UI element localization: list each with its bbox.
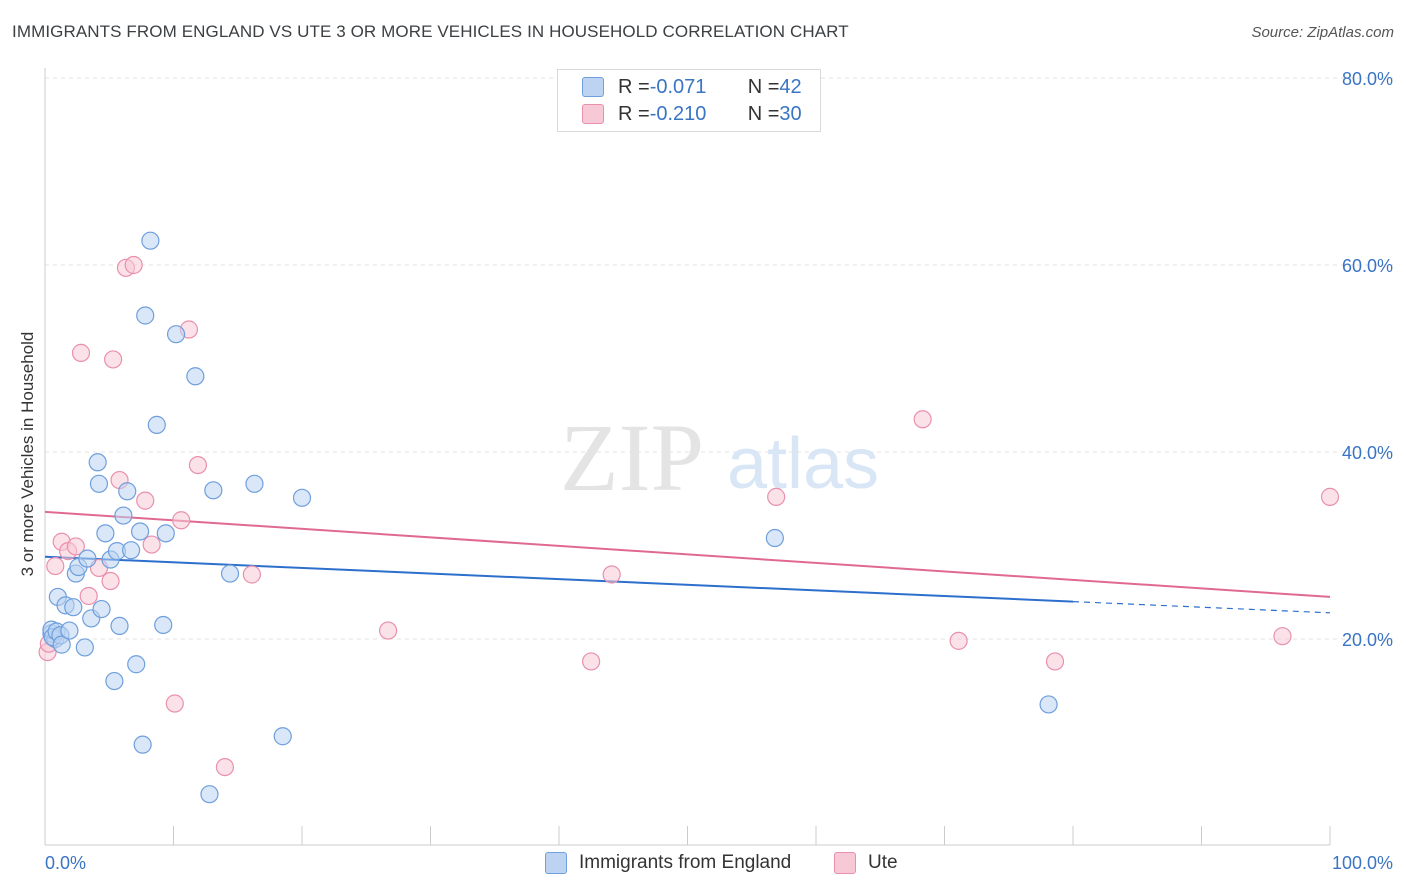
- bottom-legend-swatch-blue: [545, 852, 567, 874]
- legend-r-label: R =: [618, 102, 650, 125]
- point-immigrants: [136, 306, 155, 325]
- point-immigrants: [133, 735, 152, 754]
- bottom-legend-ute[interactable]: Ute: [834, 852, 898, 874]
- point-immigrants: [121, 541, 141, 560]
- correlation-legend: R = -0.071 N = 42 R = -0.210 N = 30: [557, 69, 821, 132]
- point-immigrants: [186, 367, 205, 386]
- point-ute: [71, 343, 91, 362]
- point-immigrants: [245, 474, 264, 493]
- point-immigrants: [1039, 695, 1058, 714]
- chart-title: IMMIGRANTS FROM ENGLAND VS UTE 3 OR MORE…: [12, 22, 849, 41]
- point-immigrants: [110, 616, 129, 636]
- x-tick-label: 100.0%: [1332, 853, 1393, 873]
- point-immigrants: [127, 655, 146, 674]
- bottom-legend-immigrants[interactable]: Immigrants from England: [545, 852, 791, 874]
- legend-swatch-blue: [582, 77, 604, 97]
- legend-r-value: -0.210: [649, 102, 707, 125]
- point-ute: [913, 410, 932, 429]
- point-ute: [101, 571, 120, 591]
- bottom-legend-swatch-pink: [834, 852, 856, 874]
- point-ute: [104, 350, 123, 369]
- point-ute: [142, 535, 161, 554]
- point-immigrants: [118, 482, 137, 501]
- point-immigrants: [200, 785, 219, 804]
- point-ute: [172, 511, 191, 530]
- point-ute: [124, 255, 143, 275]
- point-ute: [79, 586, 98, 606]
- point-immigrants: [96, 524, 115, 543]
- point-immigrants: [52, 635, 71, 654]
- point-immigrants: [147, 415, 166, 434]
- point-immigrants: [105, 671, 124, 691]
- legend-r-value: -0.071: [649, 75, 707, 98]
- trend-layer: [44, 510, 1331, 614]
- point-immigrants: [88, 453, 107, 472]
- point-ute: [188, 455, 208, 475]
- point-immigrants: [292, 488, 312, 507]
- legend-n-value: 30: [779, 102, 802, 125]
- axis-layer: [44, 68, 1331, 846]
- grid-layer: [45, 77, 1393, 640]
- legend-row-ute: R = -0.210 N = 30: [582, 102, 802, 126]
- point-immigrants: [114, 506, 133, 525]
- point-immigrants: [60, 621, 79, 640]
- point-immigrants: [154, 615, 173, 635]
- point-ute: [602, 565, 621, 584]
- watermark: ZIP atlas: [560, 404, 879, 511]
- bottom-legend-label: Ute: [868, 852, 898, 873]
- point-ute: [66, 537, 85, 556]
- point-ute: [136, 491, 155, 510]
- point-immigrants: [166, 325, 186, 344]
- x-tick-label: 0.0%: [45, 853, 86, 873]
- point-immigrants: [273, 727, 292, 746]
- bottom-legend-label: Immigrants from England: [579, 852, 792, 873]
- trendline-immigrants: [44, 555, 1074, 603]
- point-immigrants: [89, 474, 109, 493]
- legend-row-immigrants: R = -0.071 N = 42: [582, 75, 802, 99]
- y-tick-label: 40.0%: [1342, 443, 1393, 463]
- legend-n-label: N =: [747, 75, 780, 98]
- trendline-ute: [44, 510, 1331, 598]
- point-ute: [949, 631, 968, 650]
- y-tick-label: 80.0%: [1342, 69, 1393, 89]
- watermark-zip: ZIP: [560, 404, 704, 511]
- source-label: Source: ZipAtlas.com: [1251, 24, 1394, 41]
- point-immigrants: [64, 598, 83, 617]
- point-immigrants: [78, 549, 97, 568]
- y-tick-label: 20.0%: [1342, 630, 1393, 650]
- trendline-immigrants-extension: [1072, 601, 1331, 614]
- legend-swatch-pink: [582, 104, 604, 124]
- point-immigrants: [765, 528, 784, 548]
- points-layer: [38, 231, 1340, 804]
- point-ute: [1045, 652, 1065, 671]
- point-ute: [767, 487, 786, 506]
- point-immigrants: [156, 524, 175, 543]
- label-layer: 20.0% 40.0% 60.0% 80.0% 0.0% 100.0%: [45, 69, 1393, 873]
- point-ute: [165, 694, 184, 713]
- point-ute: [215, 757, 234, 777]
- point-immigrants: [204, 481, 223, 500]
- point-ute: [582, 652, 601, 671]
- point-immigrants: [92, 599, 111, 619]
- legend-n-value: 42: [779, 75, 802, 98]
- point-ute: [378, 621, 398, 640]
- y-tick-label: 60.0%: [1342, 256, 1393, 276]
- point-ute: [1320, 487, 1340, 506]
- point-ute: [242, 565, 261, 584]
- point-immigrants: [130, 522, 150, 541]
- point-immigrants: [75, 638, 94, 657]
- watermark-atlas: atlas: [727, 424, 879, 504]
- point-immigrants: [141, 231, 160, 250]
- point-immigrants: [220, 564, 240, 583]
- legend-r-label: R =: [618, 75, 650, 98]
- y-axis-label: 3 or more Vehicles in Household: [18, 331, 37, 577]
- legend-n-label: N =: [747, 102, 780, 125]
- point-ute: [46, 556, 65, 576]
- point-ute: [1273, 627, 1292, 646]
